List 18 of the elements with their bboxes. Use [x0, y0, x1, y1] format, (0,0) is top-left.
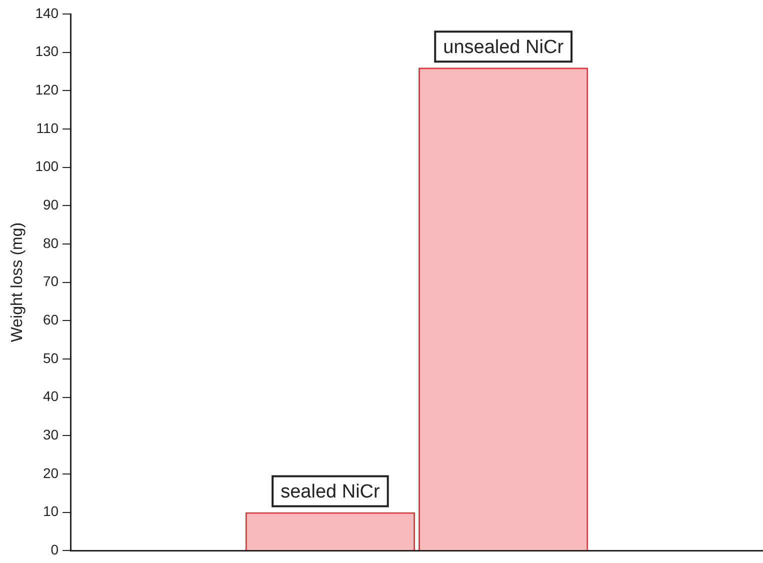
y-tick-label: 120 [35, 82, 59, 98]
y-tick-label: 50 [42, 350, 59, 366]
y-tick-label: 60 [42, 311, 59, 328]
y-tick-label: 70 [42, 273, 59, 290]
y-tick-label: 90 [42, 196, 59, 212]
y-tick-label: 110 [36, 120, 59, 136]
y-tick-label: 40 [42, 388, 59, 404]
y-tick-label: 20 [42, 464, 59, 481]
y-tick-label: 30 [42, 426, 59, 442]
x-tick-label: unsealed NiCr [443, 36, 564, 58]
y-tick-label: 130 [35, 43, 59, 60]
y-axis-title: Weight loss (mg) [9, 222, 26, 342]
y-tick-label: 140 [35, 4, 59, 21]
x-tick-label: sealed NiCr [280, 482, 381, 503]
y-tick-label: 10 [42, 503, 59, 520]
y-tick-label: 80 [42, 234, 59, 251]
y-tick-label: 100 [35, 158, 59, 174]
y-tick-label: 0 [50, 541, 59, 558]
